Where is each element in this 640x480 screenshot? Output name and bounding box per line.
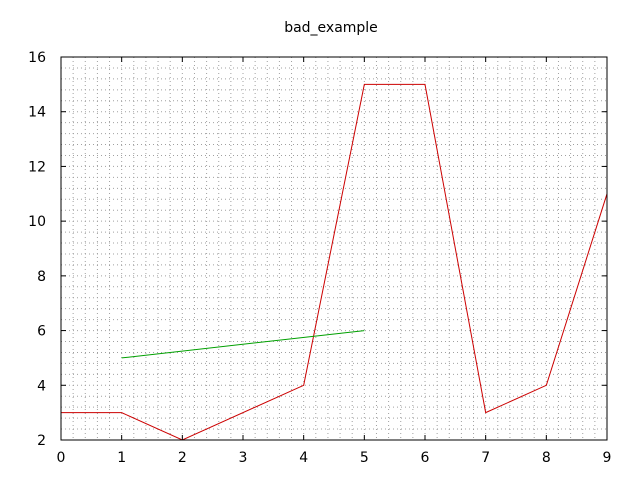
- x-tick-label: 8: [542, 450, 551, 466]
- y-tick-label: 14: [28, 105, 46, 121]
- x-tick-label: 2: [178, 450, 187, 466]
- x-tick-label: 6: [421, 450, 430, 466]
- x-tick-label: 1: [117, 450, 126, 466]
- chart-title: bad_example: [284, 20, 378, 36]
- y-tick-label: 2: [37, 433, 46, 449]
- series-group: [61, 83, 608, 441]
- x-tick-label: 0: [57, 450, 66, 466]
- series-line-1: [61, 83, 608, 441]
- x-tick-label: 9: [603, 450, 612, 466]
- y-tick-label: 10: [28, 214, 46, 230]
- y-tick-label: 8: [37, 269, 46, 285]
- y-tick-label: 6: [37, 324, 46, 340]
- y-tick-label: 4: [37, 378, 46, 394]
- series-line-2: [121, 330, 365, 359]
- grid: [61, 57, 607, 440]
- plot-frame: [60, 56, 608, 441]
- y-tick-label: 16: [28, 50, 46, 66]
- y-tick-label: 12: [28, 159, 46, 175]
- x-tick-label: 4: [299, 450, 308, 466]
- x-tick-label: 7: [481, 450, 490, 466]
- x-tick-label: 5: [360, 450, 369, 466]
- x-tick-label: 3: [239, 450, 248, 466]
